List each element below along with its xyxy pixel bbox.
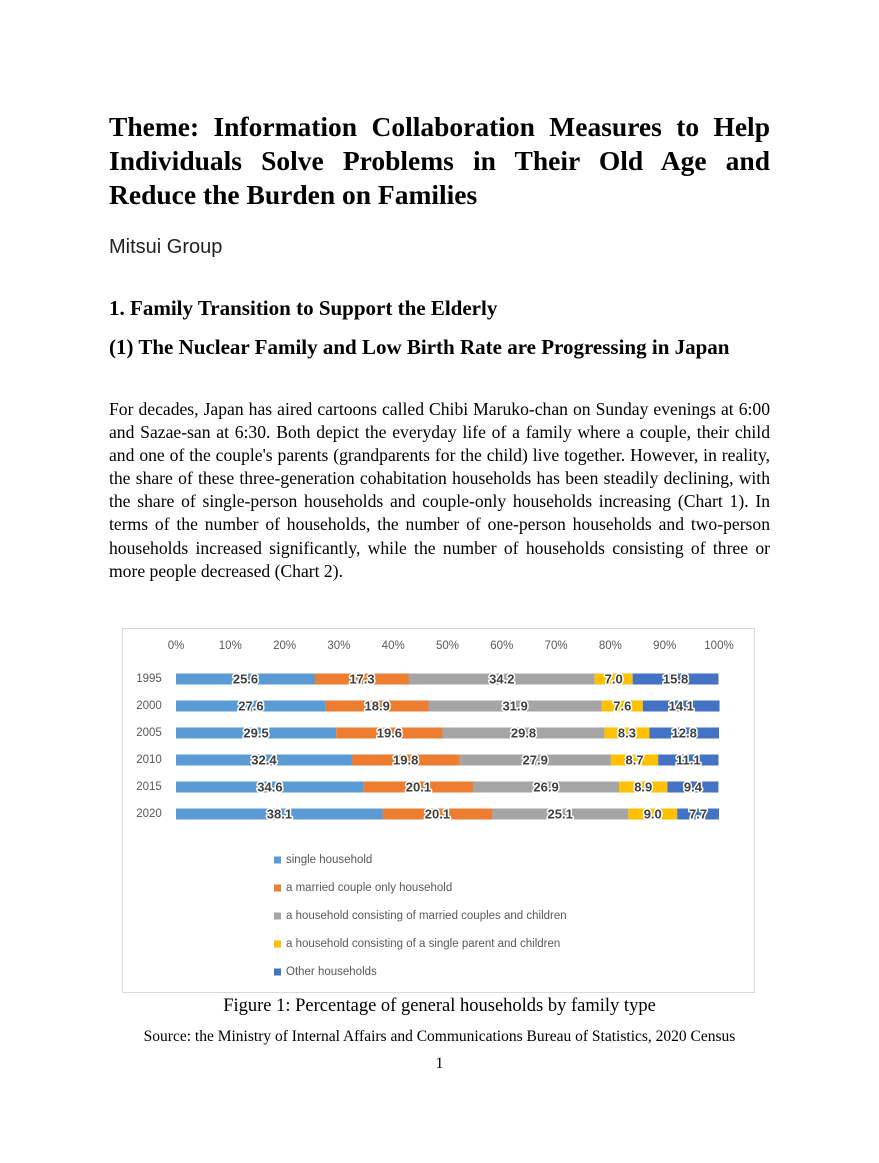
data-label: 15.8 (663, 671, 688, 686)
bar-segment (604, 727, 650, 739)
x-tick-label: 80% (599, 640, 622, 652)
bar-segment (619, 781, 668, 793)
chart: 0% 10% 20% 30% 40% 50% 60% 70% 80% 90% 100% 1995 25.… (136, 640, 734, 978)
y-tick-label: 2000 (136, 700, 162, 712)
data-label: 7.0 (605, 671, 623, 686)
legend-label: Other households (286, 966, 377, 978)
bar-segment (610, 754, 659, 766)
source: Source: the Ministry of Internal Affairs… (143, 1028, 736, 1045)
data-label: 12.8 (672, 725, 697, 740)
x-tick-label: 90% (653, 640, 676, 652)
legend-swatch (274, 856, 281, 864)
legend-swatch (274, 884, 281, 892)
bar-segment (176, 808, 383, 820)
data-label: 29.5 (243, 725, 268, 740)
data-label: 8.7 (626, 752, 644, 767)
data-label: 27.9 (523, 752, 548, 767)
bar-segment (363, 781, 474, 793)
paragraph: For decades, Japan has aired cartoons ca… (109, 399, 770, 581)
data-label: 9.0 (644, 806, 662, 821)
caption: Figure 1: Percentage of general househol… (223, 996, 656, 1016)
subsection-heading: (1) The Nuclear Family and Low Birth Rat… (109, 335, 730, 359)
bar-segment (408, 673, 595, 685)
bar-segment (601, 700, 643, 712)
legend-label: a married couple only household (286, 882, 452, 894)
data-label: 31.9 (502, 698, 527, 713)
bar-segment (632, 673, 719, 685)
y-tick-label: 2020 (136, 808, 162, 820)
legend-swatch (274, 940, 281, 948)
y-tick-label: 2005 (136, 727, 162, 739)
data-label: 26.9 (533, 779, 558, 794)
legend-label: a household consisting of married couple… (286, 910, 567, 922)
data-label: 20.1 (425, 806, 450, 821)
legend-swatch (274, 912, 281, 920)
bar-segment (351, 754, 460, 766)
section-heading: 1. Family Transition to Support the Elde… (109, 296, 498, 320)
data-label: 7.6 (613, 698, 631, 713)
data-label: 11.1 (676, 752, 701, 767)
bar-segment (594, 673, 633, 685)
x-tick-label: 50% (436, 640, 459, 652)
title: Theme: Information Collaboration Measure… (109, 111, 770, 210)
x-tick-label: 20% (273, 640, 296, 652)
x-tick-label: 60% (490, 640, 513, 652)
bar-segment (658, 754, 719, 766)
bar-segment (492, 808, 629, 820)
data-label: 29.8 (511, 725, 536, 740)
x-tick-label: 40% (382, 640, 405, 652)
bar-segment (315, 673, 409, 685)
bar-segment (325, 700, 429, 712)
data-label: 20.1 (406, 779, 431, 794)
data-label: 19.6 (377, 725, 402, 740)
x-tick-label: 70% (545, 640, 568, 652)
x-tick-label: 10% (219, 640, 242, 652)
bar-segment (667, 781, 719, 793)
data-label: 25.6 (233, 671, 258, 686)
bar-segment (382, 808, 493, 820)
data-label: 32.4 (251, 752, 277, 767)
data-label: 8.9 (634, 779, 652, 794)
y-tick-label: 2015 (136, 781, 162, 793)
data-label: 34.2 (489, 671, 514, 686)
data-label: 27.6 (238, 698, 263, 713)
y-tick-label: 2010 (136, 754, 162, 766)
legend-swatch (274, 968, 281, 976)
data-label: 8.3 (618, 725, 636, 740)
data-label: 7.7 (689, 806, 707, 821)
bar-segment (649, 727, 719, 739)
bar-segment (428, 700, 602, 712)
legend-label: single household (286, 854, 372, 866)
data-label: 25.1 (548, 806, 573, 821)
x-tick-label: 30% (327, 640, 350, 652)
page-number: 1 (435, 1055, 444, 1072)
bar-segment (628, 808, 678, 820)
y-tick-label: 1995 (136, 673, 162, 685)
data-label: 19.8 (393, 752, 418, 767)
bar-segment (336, 727, 443, 739)
data-label: 18.9 (365, 698, 390, 713)
bar-segment (176, 781, 364, 793)
data-label: 17.3 (349, 671, 374, 686)
bar-segment (176, 700, 326, 712)
legend-label: a household consisting of a single paren… (286, 938, 560, 950)
data-label: 38.1 (267, 806, 292, 821)
bar-segment (176, 727, 337, 739)
bar-segment (459, 754, 611, 766)
data-label: 34.6 (257, 779, 282, 794)
bar-segment (176, 673, 316, 685)
x-tick-label: 100% (704, 640, 733, 652)
author: Mitsui Group (109, 236, 223, 258)
bar-segment (473, 781, 620, 793)
data-label: 9.4 (684, 779, 703, 794)
bar-segment (442, 727, 605, 739)
x-tick-label: 0% (168, 640, 185, 652)
bar-segment (642, 700, 720, 712)
bar-segment (176, 754, 352, 766)
bar-segment (677, 808, 719, 820)
data-label: 14.1 (669, 698, 694, 713)
chart-frame: 0% 10% 20% 30% 40% 50% 60% 70% 80% 90% 100% 1995 25.… (122, 628, 755, 993)
